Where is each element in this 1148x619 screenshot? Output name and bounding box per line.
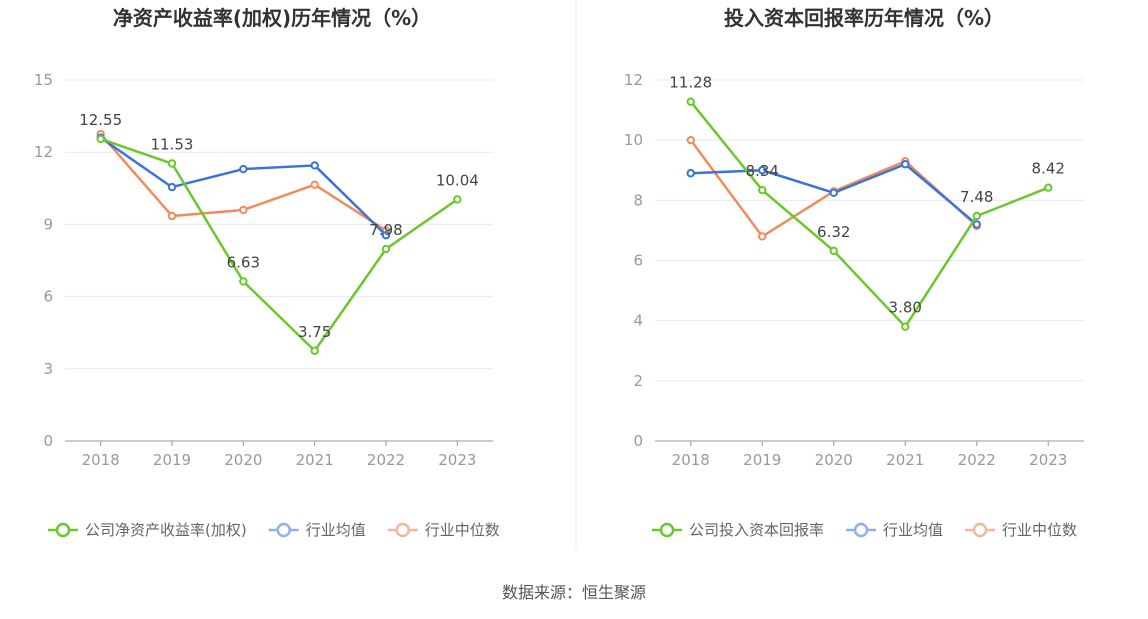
data-label: 7.98 — [369, 221, 402, 239]
legend-marker-industry-avg — [853, 522, 869, 538]
data-label: 7.48 — [960, 188, 993, 206]
y-tick-label: 0 — [43, 432, 53, 450]
data-point-industry-avg — [758, 166, 767, 175]
data-source-text: 数据来源：恒生聚源 — [502, 583, 646, 602]
y-tick-label: 6 — [633, 252, 643, 270]
data-label: 11.28 — [669, 74, 712, 92]
data-point-industry-median — [686, 135, 695, 145]
y-tick-label: 12 — [624, 71, 643, 89]
y-tick-label: 0 — [633, 432, 643, 450]
data-point-company — [972, 211, 981, 221]
y-tick-label: 12 — [34, 143, 53, 161]
data-point-company — [901, 322, 910, 331]
legend-label: 行业均值 — [883, 521, 943, 539]
x-tick-label: 2020 — [815, 451, 853, 469]
series-line-company — [689, 100, 1049, 328]
roe-chart: 净资产收益率(加权)历年情况（%） 0 3 6 9 12 15 2018 2019 2020 202… — [34, 6, 500, 539]
data-point-company — [1044, 183, 1053, 192]
data-label: 6.63 — [227, 253, 260, 271]
legend-label: 公司投入资本回报率 — [689, 521, 824, 539]
y-tick-label: 15 — [34, 71, 53, 89]
legend-marker-industry-avg — [276, 522, 291, 538]
x-tick-label: 2023 — [1029, 451, 1067, 469]
x-tick-label: 2018 — [82, 451, 120, 469]
data-point-industry-avg — [829, 188, 838, 198]
chart-title: 投入资本回报率历年情况（%） — [724, 6, 1004, 30]
y-tick-label: 10 — [624, 131, 643, 149]
data-label: 10.04 — [436, 171, 479, 189]
data-label: 8.42 — [1032, 160, 1065, 178]
data-label: 6.32 — [817, 223, 850, 241]
x-tick-label: 2021 — [296, 451, 334, 469]
data-point-industry-avg — [901, 160, 910, 169]
y-tick-label: 6 — [43, 288, 53, 306]
data-point-company — [167, 159, 177, 168]
x-tick-label: 2022 — [367, 451, 405, 469]
data-point-industry-avg — [686, 169, 695, 178]
roic-chart: 投入资本回报率历年情况（%） 0 2 4 6 8 10 12 2018 2019 2020 2021 2… — [624, 6, 1084, 539]
legend-label: 行业均值 — [306, 521, 366, 539]
data-point-industry-avg — [167, 182, 177, 192]
y-tick-label: 2 — [633, 372, 643, 390]
y-tick-label: 9 — [43, 215, 53, 233]
data-point-company — [453, 195, 462, 204]
series-line-industry-median — [99, 133, 387, 232]
y-tick-label: 4 — [633, 312, 643, 330]
data-point-industry-avg — [381, 231, 391, 240]
legend-marker-company — [659, 522, 675, 538]
data-label: 8.34 — [746, 162, 779, 180]
x-tick-label: 2019 — [153, 451, 191, 469]
data-label: 3.80 — [889, 299, 922, 317]
data-label: 3.75 — [298, 323, 331, 341]
data-point-company — [239, 277, 248, 286]
data-label: 11.53 — [151, 136, 194, 154]
data-point-industry-avg — [310, 161, 319, 170]
x-tick-label: 2023 — [438, 451, 476, 469]
y-tick-label: 8 — [633, 191, 643, 209]
data-point-industry-median — [758, 232, 767, 241]
data-point-company — [381, 244, 391, 254]
data-point-industry-avg — [239, 164, 248, 174]
chart-title: 净资产收益率(加权)历年情况（%） — [113, 6, 431, 30]
data-point-industry-median — [310, 180, 319, 189]
data-point-company — [758, 185, 767, 195]
x-tick-label: 2022 — [958, 451, 996, 469]
legend-label: 行业中位数 — [425, 521, 500, 539]
legend-label: 行业中位数 — [1002, 521, 1077, 539]
x-tick-label: 2020 — [224, 451, 262, 469]
data-point-company — [96, 134, 105, 144]
data-label: 12.55 — [79, 111, 122, 129]
legend-label: 公司净资产收益率(加权) — [85, 521, 247, 539]
legend-marker-industry-median — [972, 522, 988, 538]
legend-marker-industry-median — [395, 522, 410, 538]
x-tick-label: 2019 — [743, 451, 781, 469]
data-point-company — [686, 97, 695, 106]
series-line-company — [100, 137, 459, 352]
x-tick-label: 2021 — [886, 451, 924, 469]
data-point-industry-median — [167, 211, 177, 221]
data-point-industry-median — [239, 205, 248, 215]
data-point-company — [829, 246, 838, 256]
x-tick-label: 2018 — [672, 451, 710, 469]
y-tick-label: 3 — [43, 360, 53, 378]
legend-marker-company — [55, 522, 71, 538]
data-point-company — [310, 346, 319, 355]
data-point-industry-avg — [972, 220, 981, 229]
